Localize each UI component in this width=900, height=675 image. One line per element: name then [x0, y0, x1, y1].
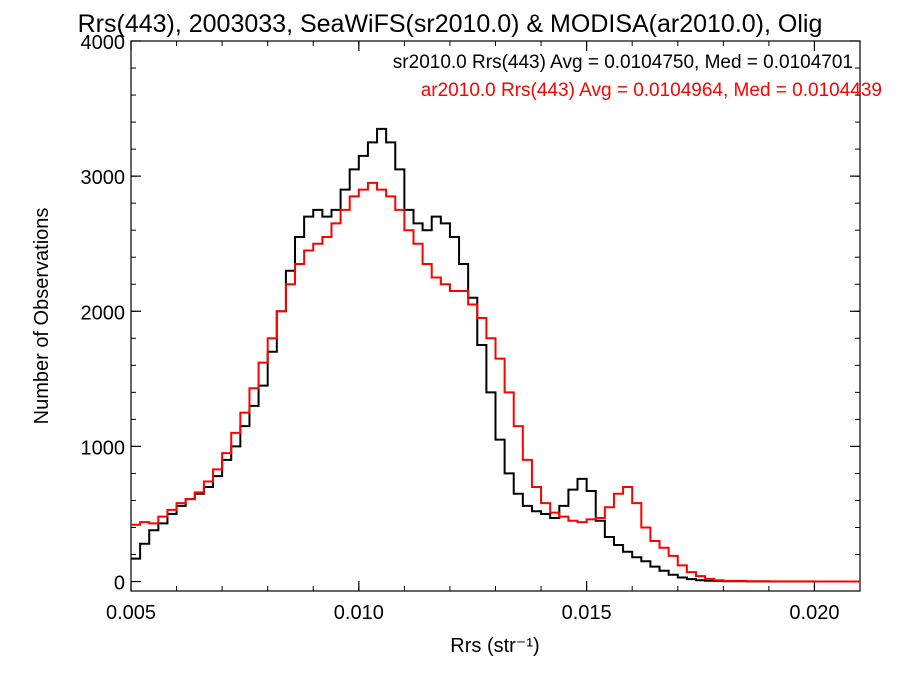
y-tick-label: 0: [114, 573, 125, 595]
y-tick-label: 4000: [81, 32, 126, 54]
y-tick-label: 1000: [81, 437, 126, 459]
x-axis-label: Rrs (str⁻¹): [450, 635, 539, 657]
y-tick-label: 2000: [81, 302, 126, 324]
x-tick-label: 0.020: [789, 602, 839, 624]
series-line-sr20100: [131, 127, 860, 583]
series-line-ar20100: [131, 181, 860, 583]
x-tick-label: 0.005: [106, 602, 156, 624]
y-tick-label: 3000: [81, 167, 126, 189]
legend-entry-ar2010: ar2010.0 Rrs(443) Avg = 0.0104964, Med =…: [421, 80, 882, 101]
x-tick-label: 0.010: [334, 602, 384, 624]
y-axis-label: Number of Observations: [31, 208, 53, 425]
plot-frame: [130, 40, 861, 592]
chart-title: Rrs(443), 2003033, SeaWiFS(sr2010.0) & M…: [78, 10, 823, 38]
legend-entry-sr2010: sr2010.0 Rrs(443) Avg = 0.0104750, Med =…: [393, 52, 853, 73]
x-tick-label: 0.015: [562, 602, 612, 624]
